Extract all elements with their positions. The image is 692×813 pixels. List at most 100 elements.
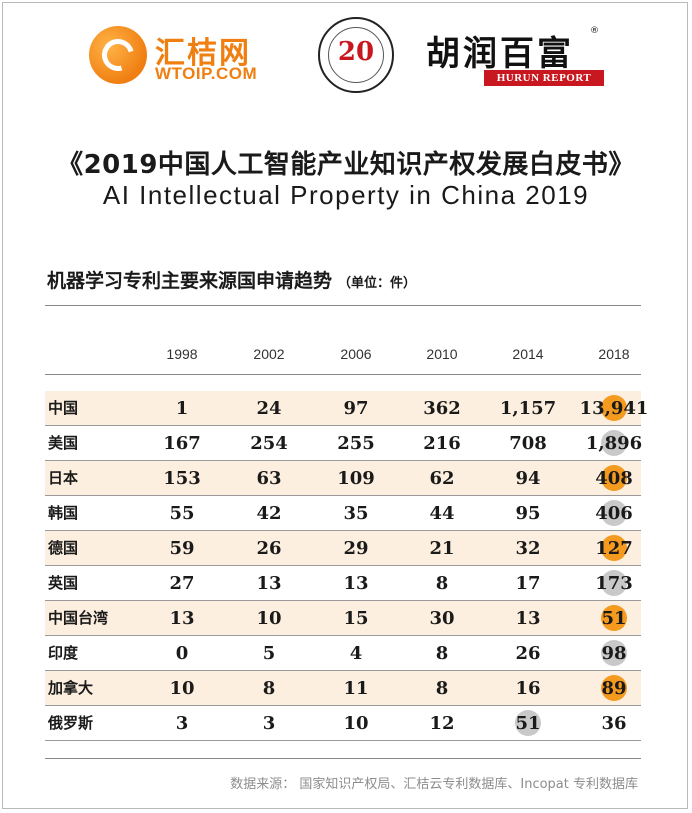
table-cell: 10 [169, 678, 195, 699]
table-row: 加拿大 10 8 11 8 16 89 [45, 671, 641, 706]
title-rule [45, 305, 641, 306]
highlight-dot [601, 570, 627, 596]
registered-mark: ® [590, 26, 599, 36]
table-cell: 95 [515, 503, 541, 524]
table-cell: 36 [601, 713, 627, 734]
report-title-cn: 《2019中国人工智能产业知识产权发展白皮书》 [57, 150, 635, 180]
table-cell: 51 [601, 608, 627, 629]
table-cell: 15 [343, 608, 369, 629]
table-cell: 29 [343, 538, 369, 559]
highlight-dot [601, 465, 627, 491]
table-cell: 216 [423, 433, 461, 454]
table-cell: 1 [175, 398, 189, 419]
row-label: 中国 [48, 399, 79, 417]
table-cell: 94 [515, 468, 541, 489]
bottom-rule [45, 758, 641, 759]
highlight-dot [601, 395, 627, 421]
table-cell: 55 [169, 503, 195, 524]
table-row: 中国 1 24 97 362 1,157 13,941 [45, 391, 648, 426]
row-label: 加拿大 [48, 679, 94, 697]
table-cell: 0 [175, 643, 189, 664]
table-cell: 1,896 [585, 433, 643, 454]
table-cell: 4 [349, 643, 363, 664]
column-header-2018: 2018 [598, 346, 630, 362]
table-cell: 255 [337, 433, 375, 454]
highlight-dot [601, 500, 627, 526]
table-cell: 16 [515, 678, 541, 699]
table-cell: 62 [429, 468, 455, 489]
table-cell: 362 [423, 398, 461, 419]
wtoip-logo-cn: 汇桔网 [155, 36, 251, 71]
table-row: 俄罗斯 3 3 10 12 51 36 [45, 706, 641, 741]
table-cell: 173 [595, 573, 633, 594]
table-row: 美国 167 254 255 216 708 1,896 [45, 426, 642, 461]
row-label: 日本 [48, 469, 79, 487]
hurun-logo-cn: 胡润百富 [426, 34, 574, 74]
row-label: 中国台湾 [48, 609, 109, 627]
chart-title-text: 机器学习专利主要来源国申请趋势 [47, 270, 333, 292]
table-cell: 408 [595, 468, 633, 489]
table-row: 英国 27 13 13 8 17 173 [45, 566, 641, 601]
row-label: 德国 [48, 539, 79, 557]
table-cell: 32 [515, 538, 541, 559]
table-row: 印度 0 5 4 8 26 98 [45, 636, 641, 671]
table-cell: 708 [509, 433, 547, 454]
chart-unit: （单位：件） [338, 276, 417, 291]
table-cell: 1,157 [499, 398, 557, 419]
row-label: 英国 [48, 574, 79, 592]
table-cell: 13 [515, 608, 541, 629]
table-cell: 8 [262, 678, 276, 699]
table-cell: 12 [429, 713, 455, 734]
table-cell: 127 [595, 538, 633, 559]
table-cell: 109 [337, 468, 375, 489]
row-label: 印度 [48, 644, 79, 662]
table-cell: 3 [262, 713, 276, 734]
wtoip-logo: 汇桔网 WTOIP.COM [89, 26, 279, 86]
wtoip-logo-mark [89, 26, 147, 84]
table-cell: 11 [343, 678, 369, 699]
table-row: 中国台湾 13 10 15 30 13 51 [45, 601, 641, 636]
table-cell: 17 [515, 573, 541, 594]
table-row: 日本 153 63 109 62 94 408 [45, 461, 641, 496]
table-cell: 13,941 [579, 398, 649, 419]
table-cell: 8 [435, 678, 449, 699]
table-cell: 35 [343, 503, 369, 524]
highlight-dot [601, 430, 627, 456]
column-header-2014: 2014 [512, 346, 544, 362]
row-label: 俄罗斯 [48, 714, 94, 732]
highlight-dot [515, 710, 541, 736]
row-label: 美国 [48, 434, 79, 452]
table-cell: 13 [256, 573, 282, 594]
table-cell: 26 [515, 643, 541, 664]
highlight-dot [601, 605, 627, 631]
table-cell: 27 [169, 573, 195, 594]
table-cell: 254 [250, 433, 288, 454]
column-header-2010: 2010 [426, 346, 458, 362]
table-cell: 10 [343, 713, 369, 734]
table-cell: 42 [256, 503, 282, 524]
table-cell: 24 [256, 398, 282, 419]
row-label: 韩国 [48, 504, 79, 522]
table-cell: 3 [175, 713, 189, 734]
seal-mark: 20 [337, 37, 375, 67]
column-header-2002: 2002 [253, 346, 285, 362]
table-cell: 21 [429, 538, 455, 559]
table-cell: 10 [256, 608, 282, 629]
highlight-dot [601, 640, 627, 666]
column-header-2006: 2006 [340, 346, 372, 362]
wtoip-logo-en: WTOIP.COM [155, 64, 258, 83]
anniversary-seal-logo: 20 [318, 17, 394, 93]
table-cell: 59 [169, 538, 195, 559]
table-cell: 44 [429, 503, 455, 524]
table-cell: 63 [256, 468, 282, 489]
table-cell: 13 [343, 573, 369, 594]
table-cell: 167 [163, 433, 201, 454]
table-cell: 51 [515, 713, 541, 734]
table-cell: 8 [435, 643, 449, 664]
table-cell: 5 [262, 643, 276, 664]
table-cell: 13 [169, 608, 195, 629]
table-cell: 26 [256, 538, 282, 559]
highlight-dot [601, 675, 627, 701]
table-cell: 30 [429, 608, 455, 629]
header-rule [45, 374, 641, 375]
